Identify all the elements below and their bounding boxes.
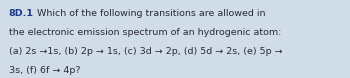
Text: the electronic emission spectrum of an hydrogenic atom:: the electronic emission spectrum of an h… xyxy=(9,28,281,37)
Text: Which of the following transitions are allowed in: Which of the following transitions are a… xyxy=(34,9,265,18)
Text: (a) 2s →1s, (b) 2p → 1s, (c) 3d → 2p, (d) 5d → 2s, (e) 5p →: (a) 2s →1s, (b) 2p → 1s, (c) 3d → 2p, (d… xyxy=(9,47,282,56)
Text: 8D.1: 8D.1 xyxy=(9,9,34,18)
Text: 3s, (f) 6f → 4p?: 3s, (f) 6f → 4p? xyxy=(9,66,80,74)
